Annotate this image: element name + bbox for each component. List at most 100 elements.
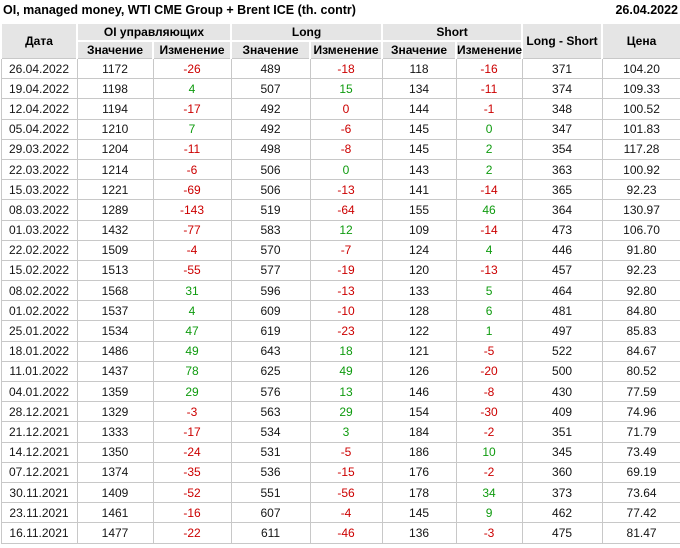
date-cell: 15.03.2022: [0, 179, 78, 201]
short-change-cell: -20: [455, 360, 523, 383]
long-value-cell: 492: [230, 118, 311, 140]
price-cell: 73.49: [601, 441, 680, 463]
price-cell: 117.28: [601, 138, 680, 160]
short-change-cell: -2: [455, 421, 523, 443]
short-value-cell: 184: [381, 421, 457, 443]
long-value-cell: 536: [230, 461, 311, 483]
long-change-cell: 15: [309, 78, 383, 100]
long-short-cell: 475: [521, 522, 603, 544]
short-change-cell: 0: [455, 118, 523, 140]
long-change-cell: -6: [309, 118, 383, 140]
table-row: 01.02.2022 1537 4 609 -10 128 6 481 84.80: [0, 300, 680, 322]
long-change-cell: 12: [309, 219, 383, 241]
long-short-cell: 464: [521, 280, 603, 302]
oi-change-cell: -24: [152, 441, 232, 463]
long-change-cell: 13: [309, 380, 383, 403]
oi-value-cell: 1333: [76, 421, 154, 443]
long-change-cell: -8: [309, 138, 383, 160]
short-value-cell: 120: [381, 259, 457, 282]
long-value-cell: 492: [230, 98, 311, 120]
page-title: OI, managed money, WTI CME Group + Brent…: [3, 3, 356, 17]
long-change-cell: -10: [309, 300, 383, 322]
col-header-oi-change: Изменение: [151, 40, 233, 59]
short-value-cell: 121: [381, 340, 457, 362]
short-value-cell: 109: [381, 219, 457, 241]
oi-table: Дата OI управляющих Long Short Long - Sh…: [0, 22, 680, 544]
oi-value-cell: 1513: [76, 259, 154, 282]
col-header-oi-value: Значение: [76, 40, 154, 59]
long-change-cell: -4: [309, 502, 383, 524]
oi-change-cell: -17: [152, 98, 232, 120]
table-row: 23.11.2021 1461 -16 607 -4 145 9 462 77.42: [0, 502, 680, 524]
long-value-cell: 611: [230, 522, 311, 544]
date-cell: 22.03.2022: [0, 158, 78, 181]
table-row: 16.11.2021 1477 -22 611 -46 136 -3 475 81.47: [0, 522, 680, 544]
short-value-cell: 136: [381, 522, 457, 544]
oi-value-cell: 1359: [76, 380, 154, 403]
short-value-cell: 134: [381, 78, 457, 100]
short-change-cell: -30: [455, 401, 523, 423]
date-cell: 08.03.2022: [0, 199, 78, 221]
date-cell: 04.01.2022: [0, 380, 78, 403]
price-cell: 130.97: [601, 199, 680, 221]
short-change-cell: 2: [455, 158, 523, 181]
long-change-cell: -46: [309, 522, 383, 544]
table-row: 01.03.2022 1432 -77 583 12 109 -14 473 106.70: [0, 219, 680, 241]
long-value-cell: 596: [230, 280, 311, 302]
price-cell: 101.83: [601, 118, 680, 140]
oi-change-cell: -22: [152, 522, 232, 544]
table-row: 28.12.2021 1329 -3 563 29 154 -30 409 74.96: [0, 401, 680, 423]
oi-value-cell: 1537: [76, 300, 154, 322]
long-value-cell: 519: [230, 199, 311, 221]
long-short-cell: 462: [521, 502, 603, 524]
long-short-cell: 365: [521, 179, 603, 201]
short-value-cell: 124: [381, 239, 457, 261]
oi-value-cell: 1221: [76, 179, 154, 201]
short-value-cell: 143: [381, 158, 457, 181]
short-value-cell: 154: [381, 401, 457, 423]
long-short-cell: 354: [521, 138, 603, 160]
long-short-cell: 345: [521, 441, 603, 463]
oi-change-cell: -17: [152, 421, 232, 443]
col-header-short-value: Значение: [381, 40, 458, 59]
long-value-cell: 489: [230, 57, 311, 80]
oi-change-cell: -55: [152, 259, 232, 282]
long-value-cell: 625: [230, 360, 311, 383]
oi-value-cell: 1437: [76, 360, 154, 383]
date-cell: 25.01.2022: [0, 320, 78, 342]
oi-value-cell: 1486: [76, 340, 154, 362]
date-cell: 29.03.2022: [0, 138, 78, 160]
report-date: 26.04.2022: [615, 3, 678, 17]
price-cell: 74.96: [601, 401, 680, 423]
long-short-cell: 473: [521, 219, 603, 241]
short-value-cell: 126: [381, 360, 457, 383]
oi-value-cell: 1198: [76, 78, 154, 100]
long-value-cell: 563: [230, 401, 311, 423]
oi-value-cell: 1409: [76, 481, 154, 504]
date-cell: 22.02.2022: [0, 239, 78, 261]
long-short-cell: 374: [521, 78, 603, 100]
date-cell: 01.02.2022: [0, 300, 78, 322]
col-header-long-short: Long - Short: [521, 22, 604, 59]
table-row: 05.04.2022 1210 7 492 -6 145 0 347 101.83: [0, 118, 680, 140]
short-value-cell: 176: [381, 461, 457, 483]
price-cell: 92.23: [601, 179, 680, 201]
long-short-cell: 360: [521, 461, 603, 483]
long-change-cell: -13: [309, 280, 383, 302]
long-value-cell: 577: [230, 259, 311, 282]
price-cell: 106.70: [601, 219, 680, 241]
table-row: 07.12.2021 1374 -35 536 -15 176 -2 360 69.19: [0, 461, 680, 483]
long-value-cell: 531: [230, 441, 311, 463]
short-change-cell: 4: [455, 239, 523, 261]
date-cell: 28.12.2021: [0, 401, 78, 423]
oi-value-cell: 1350: [76, 441, 154, 463]
oi-change-cell: 49: [152, 340, 232, 362]
long-value-cell: 506: [230, 179, 311, 201]
long-value-cell: 570: [230, 239, 311, 261]
oi-change-cell: 4: [152, 78, 232, 100]
oi-change-cell: -11: [152, 138, 232, 160]
table-row: 25.01.2022 1534 47 619 -23 122 1 497 85.83: [0, 320, 680, 342]
long-value-cell: 551: [230, 481, 311, 504]
short-value-cell: 145: [381, 502, 457, 524]
short-change-cell: -3: [455, 522, 523, 544]
